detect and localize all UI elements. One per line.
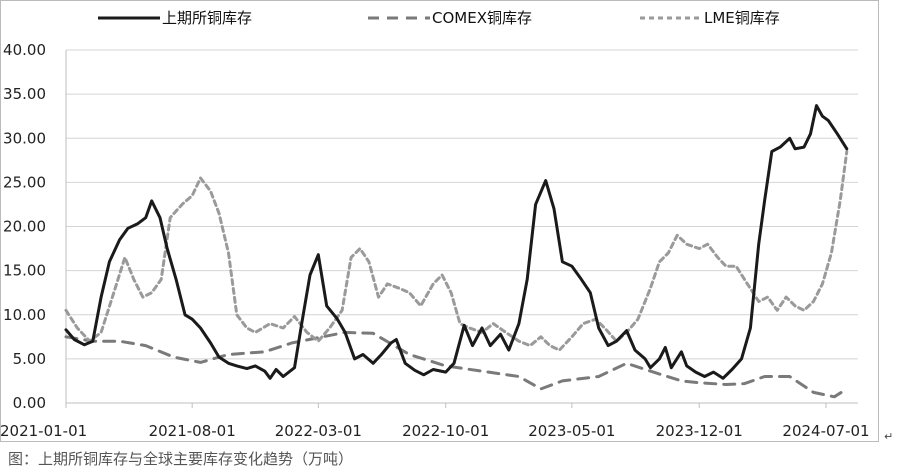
y-tick-label: 35.00 — [3, 85, 46, 103]
y-tick-label: 20.00 — [3, 218, 46, 236]
y-tick-label: 5.00 — [13, 350, 46, 368]
y-axis: 0.00 5.00 10.00 15.00 20.00 25.00 30.00 35.00 40… — [3, 41, 46, 412]
x-tick-label: 2022-03-01 — [275, 422, 362, 440]
figure-caption: 图：上期所铜库存与全球主要库存变化趋势（万吨） — [8, 450, 354, 468]
series-line-1 — [64, 330, 849, 399]
x-tick-label: 2021-08-01 — [149, 422, 236, 440]
gridlines — [65, 49, 858, 404]
y-tick-label: 40.00 — [3, 41, 46, 59]
x-axis: 2021-01-01 2021-08-01 2022-03-01 2022-10-01… — [0, 403, 870, 440]
x-tick-label: 2021-01-01 — [0, 422, 87, 440]
legend-label-2: LME铜库存 — [704, 9, 780, 27]
legend-label-1: COMEX铜库存 — [432, 9, 532, 27]
paragraph-mark: ↵ — [884, 430, 894, 443]
x-tick-label: 2023-12-01 — [656, 422, 743, 440]
plot-border — [0, 0, 879, 442]
legend-label-0: 上期所铜库存 — [162, 9, 252, 27]
x-tick-label: 2023-05-01 — [528, 422, 615, 440]
series-line-0 — [64, 104, 849, 380]
x-tick-label: 2022-10-01 — [402, 422, 489, 440]
series-line-2 — [64, 150, 849, 352]
legend: 上期所铜库存 COMEX铜库存 LME铜库存 — [98, 9, 780, 27]
y-tick-label: 30.00 — [3, 129, 46, 147]
y-tick-label: 10.00 — [3, 306, 46, 324]
series-group — [64, 104, 849, 399]
y-tick-label: 15.00 — [3, 262, 46, 280]
y-tick-label: 0.00 — [13, 394, 46, 412]
x-tick-label: 2024-07-01 — [782, 422, 869, 440]
y-tick-label: 25.00 — [3, 173, 46, 191]
